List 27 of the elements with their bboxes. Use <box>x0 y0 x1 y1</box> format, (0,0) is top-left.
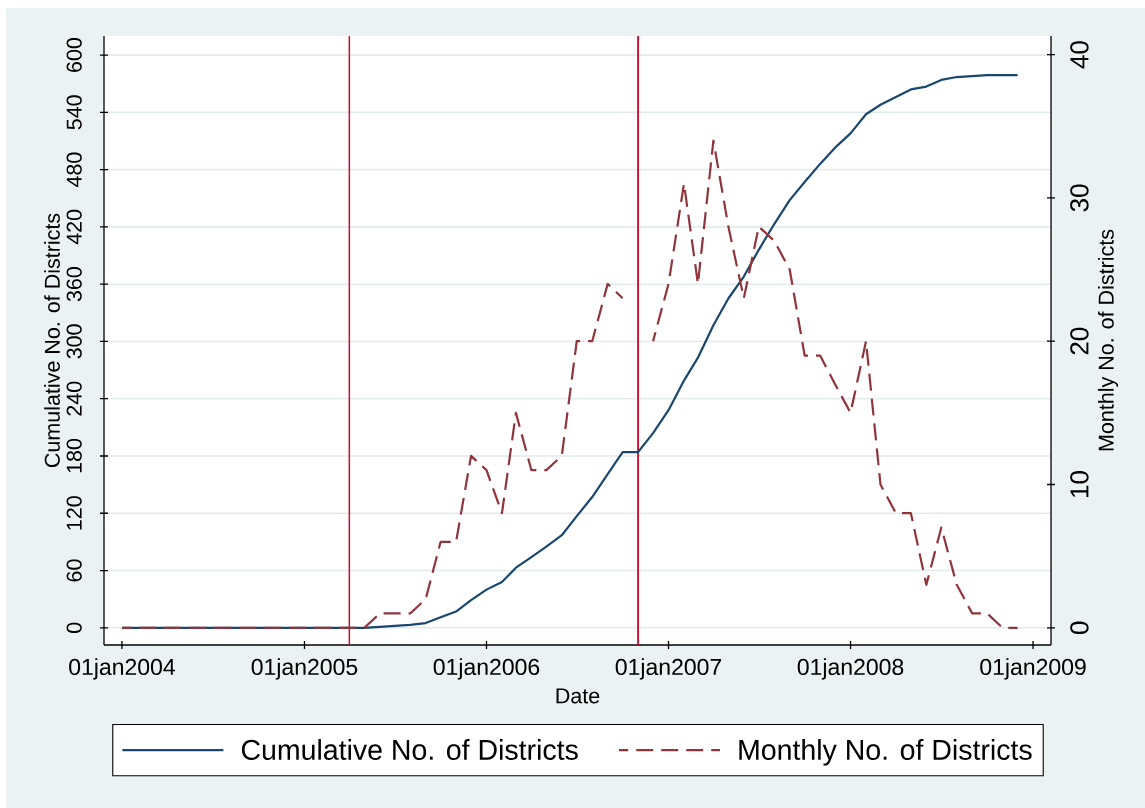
y-tick-label: 300 <box>66 324 82 359</box>
y-tick-label: 600 <box>66 37 82 72</box>
x-tick-label: 01jan2004 <box>69 658 175 680</box>
y-tick-label: 180 <box>66 438 82 473</box>
x-tick-label: 01jan2005 <box>251 658 358 680</box>
legend-label: Cumulative No. of Districts <box>241 739 578 760</box>
y2-tick-label: 0 <box>1070 621 1089 635</box>
x-tick-label: 01jan2007 <box>615 658 722 680</box>
y-tick-label: 420 <box>66 209 82 245</box>
y-tick-label: 60 <box>66 559 82 582</box>
x-tick-label: 01jan2006 <box>433 658 540 680</box>
y-tick-label: 480 <box>66 152 82 188</box>
y-axis-title: Cumulative No. of Districts <box>44 213 60 468</box>
y2-tick-label: 20 <box>1070 327 1089 355</box>
y-tick-label: 120 <box>66 496 82 530</box>
y2-tick-label: 30 <box>1070 184 1089 212</box>
y2-tick-label: 10 <box>1070 471 1089 497</box>
x-tick-label: 01jan2008 <box>797 658 904 680</box>
y-tick-label: 540 <box>66 95 82 130</box>
y2-axis-title: Monthly No. of Districts <box>1098 229 1119 451</box>
y-tick-label: 240 <box>66 381 82 416</box>
x-axis-title: Date <box>556 688 600 704</box>
y-tick-label: 360 <box>66 267 82 302</box>
legend-label: Monthly No. of Districts <box>739 739 1032 766</box>
y-tick-label: 0 <box>66 622 82 633</box>
y2-tick-label: 40 <box>1070 41 1089 69</box>
x-tick-label: 01jan2009 <box>980 658 1086 680</box>
